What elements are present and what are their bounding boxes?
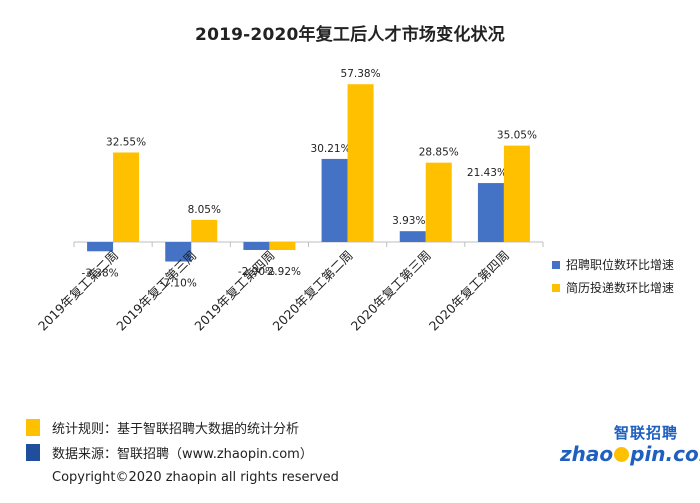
bar-job-postings (321, 158, 348, 242)
bar-resumes (113, 152, 140, 242)
note-source-text: 数据来源：智联招聘（www.zhaopin.com） (52, 447, 313, 462)
bar-job-postings (165, 242, 192, 262)
bar-resumes (191, 219, 218, 242)
legend-swatch-blue (552, 260, 560, 269)
data-label: -2.92% (264, 266, 301, 278)
x-tick-label: 2020年复工第四周 (426, 248, 512, 334)
data-label: -3.38% (82, 267, 119, 279)
bar-resumes (425, 162, 452, 242)
x-tick-label: 2019年复工第三周 (113, 248, 199, 334)
x-tick-label: 2019年复工第四周 (191, 248, 277, 334)
bar-job-postings (243, 242, 270, 250)
logo-wordmark: zhao pin.com (560, 442, 700, 466)
legend-label-resumes: 简历投递数环比增速 (566, 281, 675, 295)
copyright-text: Copyright©2020 zhaopin all rights reserv… (52, 470, 339, 485)
bar-resumes (503, 145, 530, 242)
bar-chart: -3.38% 32.55% 2019年复工第二周 -7.10% 8.05% 2019年复工… (35, 68, 544, 334)
data-label: 57.38% (341, 68, 381, 80)
legend-swatch-yellow (552, 283, 560, 292)
data-label: 35.05% (497, 130, 537, 142)
bar-job-postings (87, 242, 114, 252)
legend-item-resumes: 简历投递数环比增速 (552, 279, 674, 296)
logo-dot-icon (614, 447, 630, 462)
data-label: 32.55% (106, 136, 146, 148)
x-tick-label: 2020年复工第三周 (348, 248, 434, 334)
x-tick-label: 2020年复工第二周 (270, 248, 356, 334)
data-label: 3.93% (392, 215, 425, 227)
note-rule-text: 统计规则：基于智联招聘大数据的统计分析 (52, 422, 300, 437)
note-source-swatch (26, 444, 40, 461)
x-tick-label: 2019年复工第二周 (35, 248, 121, 334)
zhaopin-logo: 智联招聘 zhao pin.com (556, 420, 700, 478)
data-label: 28.85% (419, 147, 459, 159)
data-label: -2.90% (238, 266, 275, 278)
logo-text-left: zhao (560, 442, 614, 466)
note-statistics-rule: 统计规则：基于智联招聘大数据的统计分析 (26, 418, 299, 437)
chart-title: 2019-2020年复工后人才市场变化状况 (195, 25, 505, 45)
legend-label-job-postings: 招聘职位数环比增速 (566, 258, 675, 272)
legend-item-job-postings: 招聘职位数环比增速 (552, 256, 674, 273)
logo-text-right: pin.com (630, 442, 700, 466)
data-label: 21.43% (467, 167, 507, 179)
bar-resumes (347, 84, 374, 242)
note-rule-swatch (26, 419, 40, 436)
data-label: 30.21% (311, 143, 351, 155)
bar-job-postings (477, 183, 504, 242)
bar-job-postings (399, 231, 426, 242)
bar-resumes (269, 242, 296, 251)
logo-wordmark-cn: 智联招聘 (613, 424, 678, 442)
data-label: 8.05% (188, 204, 221, 216)
note-data-source: 数据来源：智联招聘（www.zhaopin.com） (26, 443, 313, 462)
data-label: -7.10% (160, 278, 197, 290)
